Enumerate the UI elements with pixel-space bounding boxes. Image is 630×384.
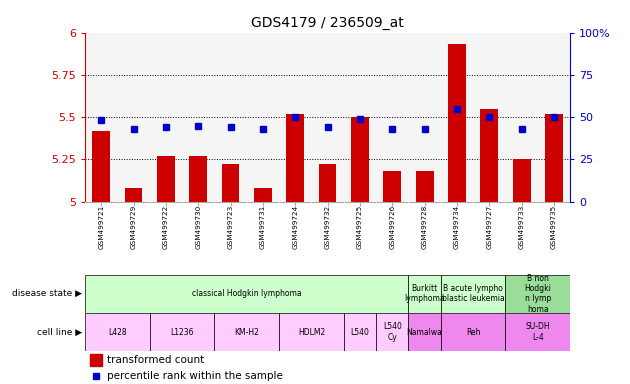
- Bar: [351, 117, 369, 202]
- Bar: [481, 109, 498, 202]
- Bar: [448, 45, 466, 202]
- Text: GSM499729: GSM499729: [130, 205, 137, 250]
- Text: disease state ▶: disease state ▶: [12, 289, 82, 298]
- Bar: [222, 164, 239, 202]
- Text: GSM499723: GSM499723: [227, 205, 234, 250]
- Text: GSM499733: GSM499733: [518, 205, 525, 250]
- Text: transformed count: transformed count: [107, 355, 204, 365]
- Text: GSM499721: GSM499721: [98, 205, 104, 250]
- Bar: [319, 164, 336, 202]
- Text: B acute lympho
blastic leukemia: B acute lympho blastic leukemia: [442, 284, 505, 303]
- Bar: [376, 313, 408, 351]
- Bar: [545, 114, 563, 202]
- Bar: [190, 156, 207, 202]
- Bar: [254, 188, 272, 202]
- Text: GSM499726: GSM499726: [389, 205, 395, 250]
- Text: Namalwa: Namalwa: [407, 328, 442, 337]
- Bar: [513, 159, 530, 202]
- Bar: [384, 171, 401, 202]
- Text: cell line ▶: cell line ▶: [37, 328, 82, 337]
- Text: GSM499727: GSM499727: [486, 205, 492, 250]
- Text: L428: L428: [108, 328, 127, 337]
- Text: GSM499731: GSM499731: [260, 205, 266, 250]
- Bar: [85, 313, 150, 351]
- Bar: [441, 275, 505, 313]
- Bar: [408, 275, 441, 313]
- Text: GSM499728: GSM499728: [421, 205, 428, 250]
- Text: L1236: L1236: [170, 328, 194, 337]
- Text: L540
Cy: L540 Cy: [383, 323, 402, 342]
- Bar: [150, 313, 214, 351]
- Bar: [93, 131, 110, 202]
- Text: GSM499735: GSM499735: [551, 205, 557, 250]
- Bar: [90, 354, 102, 366]
- Text: Reh: Reh: [466, 328, 481, 337]
- Text: B non
Hodgki
n lymp
homa: B non Hodgki n lymp homa: [524, 274, 551, 314]
- Bar: [279, 313, 344, 351]
- Bar: [125, 188, 142, 202]
- Bar: [157, 156, 175, 202]
- Text: GSM499724: GSM499724: [292, 205, 298, 250]
- Bar: [344, 313, 376, 351]
- Text: SU-DH
L-4: SU-DH L-4: [525, 323, 550, 342]
- Bar: [214, 313, 279, 351]
- Text: GSM499722: GSM499722: [163, 205, 169, 250]
- Text: classical Hodgkin lymphoma: classical Hodgkin lymphoma: [192, 289, 302, 298]
- Bar: [287, 114, 304, 202]
- Text: GSM499730: GSM499730: [195, 205, 201, 250]
- Bar: [441, 313, 505, 351]
- Text: GSM499725: GSM499725: [357, 205, 363, 250]
- Bar: [408, 313, 441, 351]
- Text: HDLM2: HDLM2: [298, 328, 325, 337]
- Text: percentile rank within the sample: percentile rank within the sample: [107, 371, 283, 381]
- Text: L540: L540: [350, 328, 369, 337]
- Bar: [416, 171, 433, 202]
- Text: KM-H2: KM-H2: [234, 328, 259, 337]
- Bar: [505, 275, 570, 313]
- Bar: [505, 313, 570, 351]
- Bar: [85, 275, 408, 313]
- Title: GDS4179 / 236509_at: GDS4179 / 236509_at: [251, 16, 404, 30]
- Text: GSM499734: GSM499734: [454, 205, 460, 250]
- Text: Burkitt
lymphoma: Burkitt lymphoma: [404, 284, 445, 303]
- Text: GSM499732: GSM499732: [324, 205, 331, 250]
